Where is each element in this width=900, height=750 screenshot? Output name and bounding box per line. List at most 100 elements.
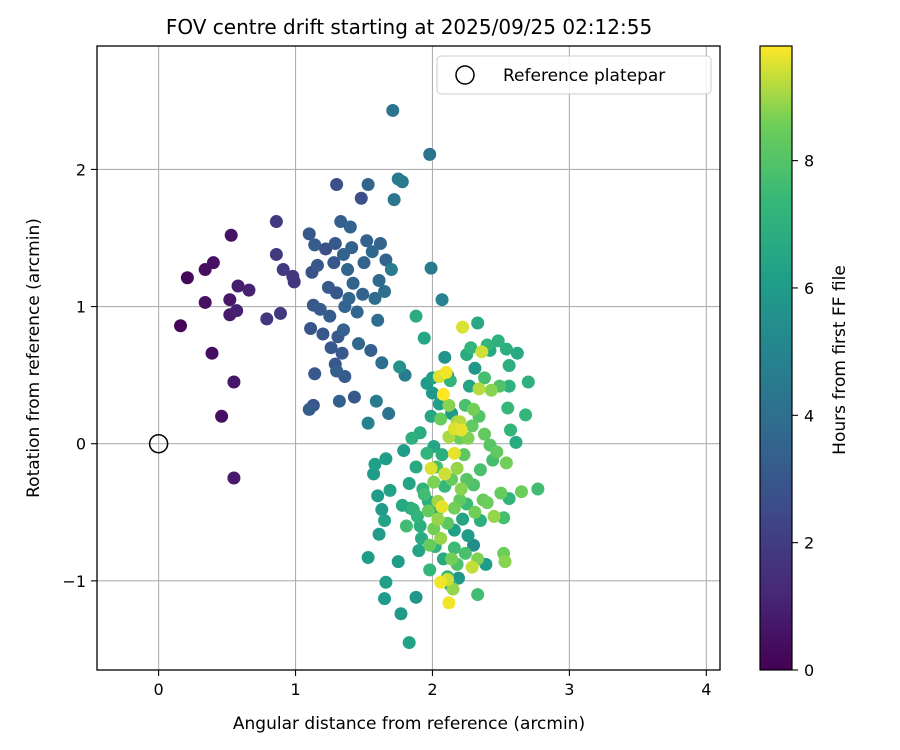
y-tick-label: −1 (62, 572, 86, 591)
data-point (450, 461, 464, 475)
data-point (368, 457, 382, 471)
data-point (521, 375, 535, 389)
data-point (458, 546, 472, 560)
chart-title: FOV centre drift starting at 2025/09/25 … (166, 15, 652, 39)
data-point (378, 514, 392, 528)
data-point (399, 519, 413, 533)
data-point (371, 313, 385, 327)
data-point (484, 383, 498, 397)
x-tick-label: 2 (427, 680, 437, 699)
data-point (391, 555, 405, 569)
data-point (319, 242, 333, 256)
legend-label: Reference platepar (503, 66, 665, 86)
data-point (343, 220, 357, 234)
data-point (361, 178, 375, 192)
data-point (410, 509, 424, 523)
data-point (434, 531, 448, 545)
data-point (438, 350, 452, 364)
data-point (477, 371, 491, 385)
data-point (379, 452, 393, 466)
data-point (477, 427, 491, 441)
colorbar-label: Hours from first FF file (830, 265, 850, 455)
data-point (434, 412, 448, 426)
data-point (287, 275, 301, 289)
data-point (424, 461, 438, 475)
colorbar-tick-label: 6 (804, 279, 814, 298)
data-point (379, 253, 393, 267)
data-point (405, 431, 419, 445)
data-point (468, 361, 482, 375)
data-point (475, 345, 489, 359)
x-tick-label: 4 (701, 680, 711, 699)
data-point (378, 592, 392, 606)
data-point (368, 291, 382, 305)
data-point (356, 287, 370, 301)
data-point (227, 375, 241, 389)
data-point (328, 236, 342, 250)
data-point (519, 408, 533, 422)
data-point (509, 435, 523, 449)
data-point (313, 302, 327, 316)
data-point (304, 322, 318, 336)
colorbar: 0 2 4 6 8 Hours from first FF file (759, 45, 850, 680)
data-point (330, 178, 344, 192)
y-tick-label: 1 (76, 298, 86, 317)
data-point (412, 544, 426, 558)
data-point (473, 463, 487, 477)
data-point (424, 261, 438, 275)
data-point (230, 304, 244, 318)
data-point (431, 512, 445, 526)
data-point (417, 331, 431, 345)
data-point (365, 245, 379, 259)
data-point (464, 341, 478, 355)
legend: Reference platepar (436, 55, 712, 95)
data-point (531, 482, 545, 496)
data-point (447, 446, 461, 460)
x-tick-label: 3 (564, 680, 574, 699)
y-tick-label: 2 (76, 160, 86, 179)
data-points (174, 103, 545, 650)
data-point (308, 238, 322, 252)
colorbar-tick-label: 4 (804, 406, 814, 425)
data-point (310, 258, 324, 272)
data-point (427, 475, 441, 489)
data-point (332, 394, 346, 408)
data-point (494, 486, 508, 500)
data-point (446, 582, 460, 596)
data-point (499, 342, 513, 356)
data-point (467, 538, 481, 552)
data-point (373, 236, 387, 250)
x-axis-label: Angular distance from reference (arcmin) (233, 714, 585, 734)
data-point (334, 215, 348, 229)
data-point (425, 386, 439, 400)
data-point (442, 596, 456, 610)
data-point (447, 501, 461, 515)
data-point (417, 487, 431, 501)
colorbar-tick-label: 0 (804, 661, 814, 680)
data-point (501, 401, 515, 415)
data-point (435, 448, 449, 462)
data-point (269, 215, 283, 229)
data-point (456, 320, 470, 334)
data-point (324, 341, 338, 355)
data-point (504, 423, 518, 437)
data-point (387, 193, 401, 207)
data-point (502, 359, 516, 373)
data-point (308, 367, 322, 381)
data-point (457, 448, 471, 462)
data-point (471, 588, 485, 602)
data-point (174, 319, 188, 333)
data-point (514, 485, 528, 499)
data-point (321, 280, 335, 294)
data-point (260, 312, 274, 326)
legend-reference-marker (455, 65, 475, 85)
data-point (224, 228, 238, 242)
data-point (198, 295, 212, 309)
data-point (467, 402, 481, 416)
data-point (276, 263, 290, 277)
colorbar-ticks: 0 2 4 6 8 (792, 152, 814, 680)
x-tick-label: 0 (154, 680, 164, 699)
data-point (327, 256, 341, 270)
data-point (383, 483, 397, 497)
legend-box (436, 55, 712, 95)
